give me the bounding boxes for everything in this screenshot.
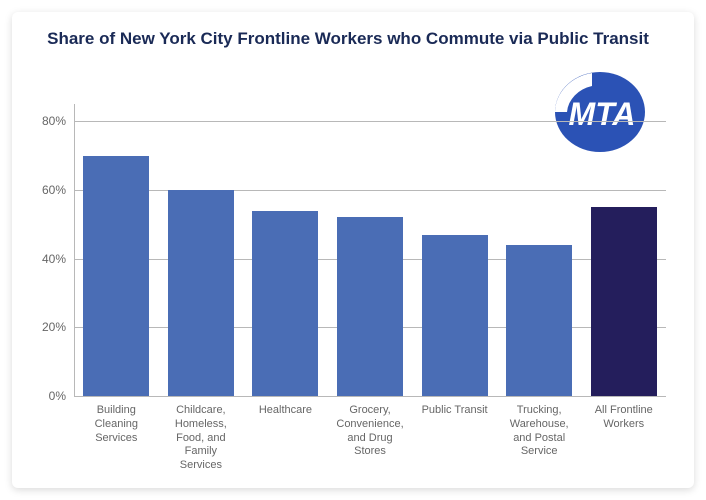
bar-slot bbox=[497, 104, 582, 396]
bar bbox=[422, 235, 488, 396]
x-tick-label: Public Transit bbox=[412, 400, 497, 478]
chart-title: Share of New York City Frontline Workers… bbox=[44, 28, 652, 49]
y-tick-label: 60% bbox=[42, 183, 66, 197]
plot-area: 0%20%40%60%80% bbox=[74, 104, 666, 396]
y-tick-label: 0% bbox=[49, 389, 66, 403]
bar-slot bbox=[243, 104, 328, 396]
chart-card: Share of New York City Frontline Workers… bbox=[12, 12, 694, 488]
bar-slot bbox=[159, 104, 244, 396]
bar bbox=[337, 217, 403, 396]
bar bbox=[168, 190, 234, 396]
y-tick-label: 20% bbox=[42, 320, 66, 334]
bar-slot bbox=[581, 104, 666, 396]
x-tick-label: Grocery, Convenience, and Drug Stores bbox=[328, 400, 413, 478]
bar bbox=[252, 211, 318, 397]
gridline bbox=[74, 396, 666, 397]
bar-slot bbox=[328, 104, 413, 396]
bars-container bbox=[74, 104, 666, 396]
x-tick-label: Building Cleaning Services bbox=[74, 400, 159, 478]
x-tick-label: All Frontline Workers bbox=[581, 400, 666, 478]
bar-slot bbox=[74, 104, 159, 396]
x-tick-label: Childcare, Homeless, Food, and Family Se… bbox=[159, 400, 244, 478]
bar-slot bbox=[412, 104, 497, 396]
x-tick-label: Trucking, Warehouse, and Postal Service bbox=[497, 400, 582, 478]
bar bbox=[591, 207, 657, 396]
bar bbox=[83, 156, 149, 396]
x-axis-labels: Building Cleaning ServicesChildcare, Hom… bbox=[74, 400, 666, 478]
y-tick-label: 40% bbox=[42, 252, 66, 266]
y-tick-label: 80% bbox=[42, 114, 66, 128]
bar bbox=[506, 245, 572, 396]
x-tick-label: Healthcare bbox=[243, 400, 328, 478]
